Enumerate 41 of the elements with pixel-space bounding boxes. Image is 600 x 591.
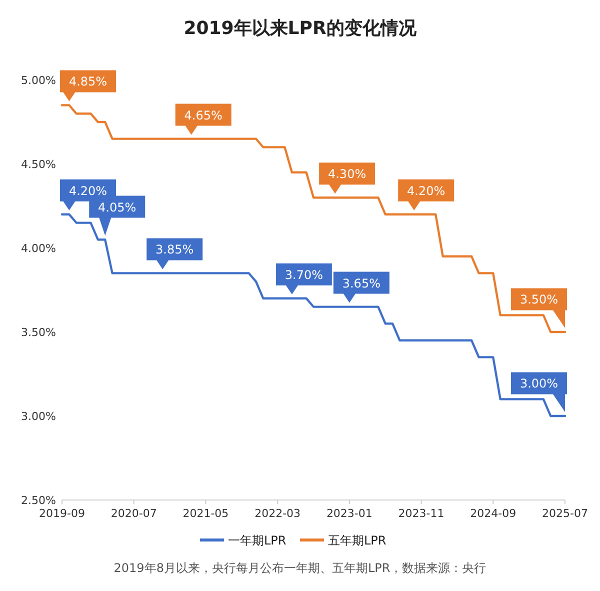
xtick: 2021-05 (182, 507, 229, 520)
annotation: 4.85% (68, 74, 108, 89)
callout: 4.20% (398, 179, 454, 210)
callout: 3.85% (146, 238, 203, 270)
legend-label: 一年期LPR (228, 534, 286, 548)
ytick: 2.50% (21, 494, 56, 507)
callout: 3.50% (511, 288, 567, 328)
annotation: 3.00% (520, 376, 558, 391)
xtick: 2023-11 (398, 507, 444, 520)
xtick: 2020-07 (110, 507, 157, 520)
callout: 4.05% (89, 196, 146, 236)
legend-item: 五年期LPR (300, 534, 386, 548)
ytick: 3.50% (21, 326, 56, 339)
callout: 4.85% (60, 70, 116, 102)
xtick: 2022-03 (254, 507, 301, 520)
xtick: 2023-01 (326, 507, 372, 520)
callout: 4.30% (319, 162, 376, 194)
annotation: 3.65% (342, 276, 380, 290)
callout: 3.00% (511, 372, 567, 412)
ytick: 4.00% (21, 242, 56, 255)
xtick: 2024-09 (470, 507, 516, 520)
annotation: 4.65% (184, 108, 222, 122)
xtick: 2025-07 (542, 507, 588, 520)
annotation: 3.70% (284, 268, 324, 282)
legend-label: 五年期LPR (328, 534, 386, 548)
annotation: 4.05% (98, 200, 136, 214)
title: 2019年以来LPR的变化情况 (184, 18, 416, 39)
annotation: 4.20% (68, 184, 108, 198)
xtick: 2019-09 (39, 507, 85, 520)
annotation: 4.30% (328, 167, 366, 182)
callout: 4.65% (175, 104, 232, 135)
ytick: 4.50% (21, 158, 56, 171)
callout: 3.65% (333, 272, 390, 303)
ytick: 3.00% (21, 410, 56, 423)
annotation: 3.85% (156, 242, 194, 257)
ytick: 5.00% (21, 74, 56, 87)
legend-item: 一年期LPR (200, 534, 286, 548)
annotation: 3.50% (520, 292, 558, 307)
annotation: 4.20% (407, 184, 446, 198)
note: 2019年8月以来，央行每月公布一年期、五年期LPR，数据来源：央行 (114, 561, 486, 575)
callout: 3.70% (276, 263, 332, 294)
